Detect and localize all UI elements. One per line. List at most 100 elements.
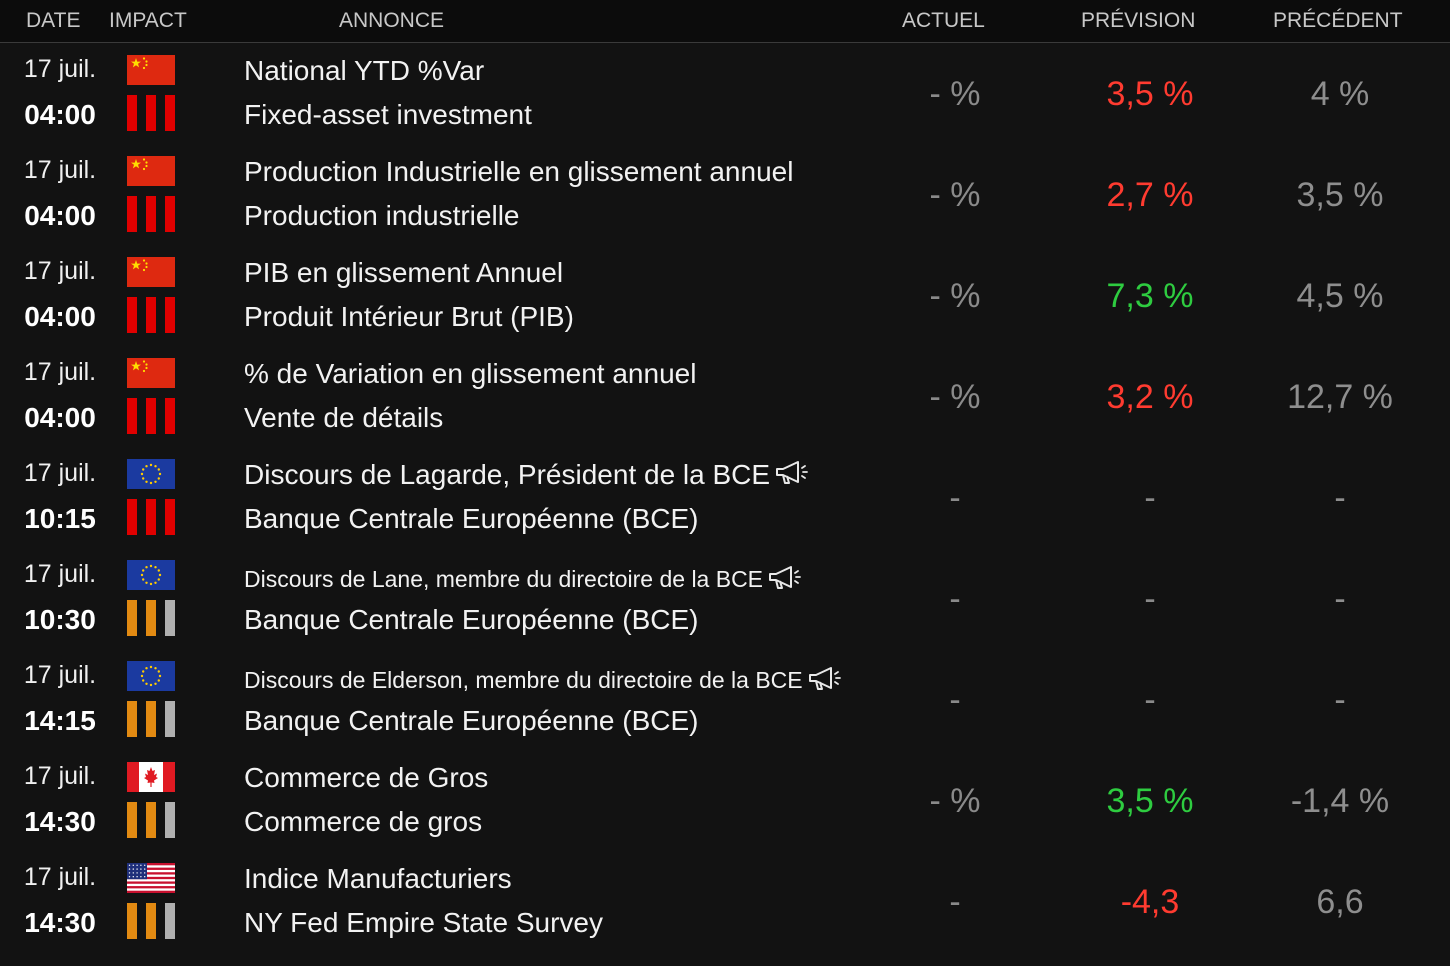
event-date: 17 juil. bbox=[23, 358, 97, 386]
event-row[interactable]: 17 juil. 14:30 Commerce de Gros Commerce de… bbox=[0, 750, 1450, 851]
impact-indicator bbox=[127, 802, 177, 838]
event-date: 17 juil. bbox=[23, 55, 97, 83]
event-title-text: Discours de Elderson, membre du directoi… bbox=[244, 667, 803, 694]
impact-indicator bbox=[127, 903, 177, 939]
previous-value: 12,7 % bbox=[1287, 378, 1393, 416]
event-row[interactable]: 17 juil. 14:30 Indice Manufacturiers NY Fed… bbox=[0, 851, 1450, 952]
actual-value: - bbox=[949, 681, 961, 719]
event-row[interactable]: 17 juil. 10:30 Discours de Lane, membre du… bbox=[0, 548, 1450, 649]
event-subtitle: Vente de détails bbox=[244, 402, 444, 433]
impact-bar bbox=[165, 95, 175, 131]
event-title-text: Commerce de Gros bbox=[244, 762, 489, 793]
event-date: 17 juil. bbox=[23, 156, 97, 184]
event-subtitle: Produit Intérieur Brut (PIB) bbox=[244, 301, 574, 332]
impact-indicator bbox=[127, 600, 177, 636]
impact-bar bbox=[165, 398, 175, 434]
impact-bar bbox=[165, 297, 175, 333]
header-actual[interactable]: ACTUEL bbox=[902, 9, 985, 32]
event-title-text: Indice Manufacturiers bbox=[244, 863, 512, 894]
header-impact[interactable]: IMPACT bbox=[109, 9, 187, 32]
impact-bar bbox=[127, 600, 137, 636]
forecast-value: - bbox=[1144, 681, 1156, 719]
forecast-value: 7,3 % bbox=[1106, 277, 1194, 315]
event-row[interactable]: 17 juil. 10:15 Discours de Lagarde, Présid… bbox=[0, 447, 1450, 548]
event-subtitle: Fixed-asset investment bbox=[244, 99, 532, 130]
header-forecast[interactable]: PRÉVISION bbox=[1081, 9, 1196, 32]
event-title-text: Discours de Lagarde, Président de la BCE bbox=[244, 459, 771, 490]
actual-value: - bbox=[949, 580, 961, 618]
events-list: 17 juil. 04:00 National YTD %Var Fixed-asse… bbox=[0, 43, 1450, 952]
event-row[interactable]: 17 juil. 04:00 National YTD %Var Fixed-asse… bbox=[0, 43, 1450, 144]
event-title-text: PIB en glissement Annuel bbox=[244, 257, 564, 288]
event-time: 14:15 bbox=[24, 705, 96, 736]
previous-value: - bbox=[1334, 479, 1346, 517]
impact-bar bbox=[127, 499, 137, 535]
previous-value: -1,4 % bbox=[1290, 782, 1390, 820]
event-title[interactable]: Indice Manufacturiers bbox=[244, 863, 512, 895]
event-title[interactable]: % de Variation en glissement annuel bbox=[244, 358, 696, 390]
impact-bar bbox=[127, 95, 137, 131]
event-time: 14:30 bbox=[24, 806, 96, 837]
event-title[interactable]: Commerce de Gros bbox=[244, 762, 488, 794]
impact-bar bbox=[146, 600, 156, 636]
header-previous[interactable]: PRÉCÉDENT bbox=[1273, 9, 1403, 32]
impact-indicator bbox=[127, 297, 177, 333]
previous-value: 3,5 % bbox=[1296, 176, 1384, 214]
impact-bar bbox=[127, 701, 137, 737]
event-time: 04:00 bbox=[24, 301, 96, 332]
impact-bar bbox=[165, 499, 175, 535]
event-subtitle: Banque Centrale Européenne (BCE) bbox=[244, 604, 699, 635]
event-date: 17 juil. bbox=[23, 257, 97, 285]
impact-bar bbox=[127, 398, 137, 434]
forecast-value: 2,7 % bbox=[1106, 176, 1194, 214]
china-flag bbox=[127, 257, 175, 287]
forecast-value: 3,2 % bbox=[1106, 378, 1194, 416]
impact-bar bbox=[146, 95, 156, 131]
impact-bar bbox=[165, 196, 175, 232]
impact-bar bbox=[127, 903, 137, 939]
impact-bar bbox=[127, 297, 137, 333]
event-title-text: % de Variation en glissement annuel bbox=[244, 358, 697, 389]
event-title[interactable]: Discours de Elderson, membre du directoi… bbox=[244, 666, 845, 698]
event-date: 17 juil. bbox=[23, 560, 97, 588]
actual-value: - % bbox=[929, 75, 981, 113]
event-time: 04:00 bbox=[24, 99, 96, 130]
event-time: 04:00 bbox=[24, 200, 96, 231]
impact-indicator bbox=[127, 95, 177, 131]
previous-value: - bbox=[1334, 681, 1346, 719]
megaphone-icon bbox=[807, 666, 845, 698]
impact-bar bbox=[127, 196, 137, 232]
event-time: 04:00 bbox=[24, 402, 96, 433]
impact-bar bbox=[165, 802, 175, 838]
previous-value: 4,5 % bbox=[1296, 277, 1384, 315]
event-title-text: National YTD %Var bbox=[244, 55, 485, 86]
header-announcement[interactable]: ANNONCE bbox=[339, 9, 445, 32]
event-title[interactable]: Discours de Lagarde, Président de la BCE bbox=[244, 459, 812, 493]
impact-indicator bbox=[127, 701, 177, 737]
header-date[interactable]: DATE bbox=[26, 9, 81, 32]
event-time: 10:30 bbox=[24, 604, 96, 635]
event-row[interactable]: 17 juil. 04:00 Production Industrielle en … bbox=[0, 144, 1450, 245]
impact-bar bbox=[127, 802, 137, 838]
impact-bar bbox=[146, 903, 156, 939]
china-flag bbox=[127, 358, 175, 388]
event-row[interactable]: 17 juil. 04:00 PIB en glissement Annuel Pro… bbox=[0, 245, 1450, 346]
actual-value: - % bbox=[929, 277, 981, 315]
event-title[interactable]: Discours de Lane, membre du directoire d… bbox=[244, 565, 805, 597]
impact-indicator bbox=[127, 196, 177, 232]
impact-bar bbox=[146, 297, 156, 333]
event-title[interactable]: Production Industrielle en glissement an… bbox=[244, 156, 793, 188]
canada-flag bbox=[127, 762, 175, 792]
impact-bar bbox=[146, 196, 156, 232]
forecast-value: 3,5 % bbox=[1106, 75, 1194, 113]
event-row[interactable]: 17 juil. 14:15 Discours de Elderson, membr… bbox=[0, 649, 1450, 750]
impact-bar bbox=[165, 903, 175, 939]
event-title-text: Production Industrielle en glissement an… bbox=[244, 156, 794, 187]
event-row[interactable]: 17 juil. 04:00 % de Variation en glissemen… bbox=[0, 346, 1450, 447]
impact-bar bbox=[146, 802, 156, 838]
forecast-value: 3,5 % bbox=[1106, 782, 1194, 820]
forecast-value: - bbox=[1144, 580, 1156, 618]
china-flag bbox=[127, 156, 175, 186]
event-title[interactable]: PIB en glissement Annuel bbox=[244, 257, 563, 289]
event-title[interactable]: National YTD %Var bbox=[244, 55, 484, 87]
